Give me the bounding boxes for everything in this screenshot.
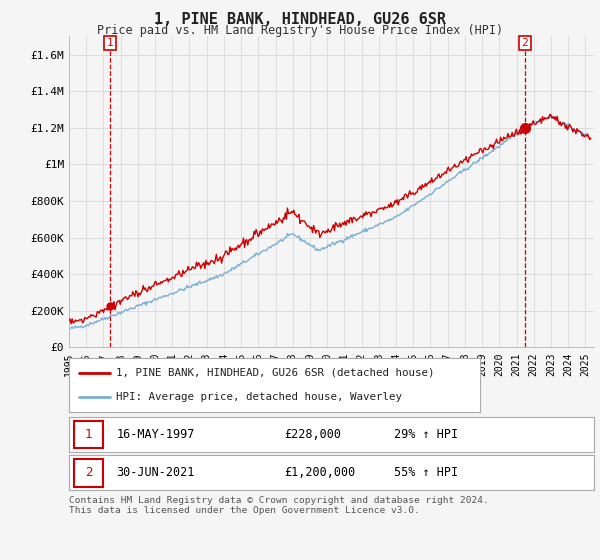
Text: 1: 1: [107, 38, 113, 48]
Text: 16-MAY-1997: 16-MAY-1997: [116, 428, 194, 441]
Text: 55% ↑ HPI: 55% ↑ HPI: [395, 466, 458, 479]
Text: 29% ↑ HPI: 29% ↑ HPI: [395, 428, 458, 441]
Text: £1,200,000: £1,200,000: [284, 466, 355, 479]
Text: 1, PINE BANK, HINDHEAD, GU26 6SR (detached house): 1, PINE BANK, HINDHEAD, GU26 6SR (detach…: [116, 368, 435, 378]
Text: Price paid vs. HM Land Registry's House Price Index (HPI): Price paid vs. HM Land Registry's House …: [97, 24, 503, 36]
FancyBboxPatch shape: [74, 421, 103, 449]
Text: 2: 2: [85, 466, 92, 479]
Text: HPI: Average price, detached house, Waverley: HPI: Average price, detached house, Wave…: [116, 392, 402, 402]
Text: 1: 1: [85, 428, 92, 441]
Text: 2: 2: [521, 38, 529, 48]
Text: £228,000: £228,000: [284, 428, 341, 441]
Text: 1, PINE BANK, HINDHEAD, GU26 6SR: 1, PINE BANK, HINDHEAD, GU26 6SR: [154, 12, 446, 27]
Text: Contains HM Land Registry data © Crown copyright and database right 2024.
This d: Contains HM Land Registry data © Crown c…: [69, 496, 489, 515]
Text: 30-JUN-2021: 30-JUN-2021: [116, 466, 194, 479]
FancyBboxPatch shape: [74, 459, 103, 487]
